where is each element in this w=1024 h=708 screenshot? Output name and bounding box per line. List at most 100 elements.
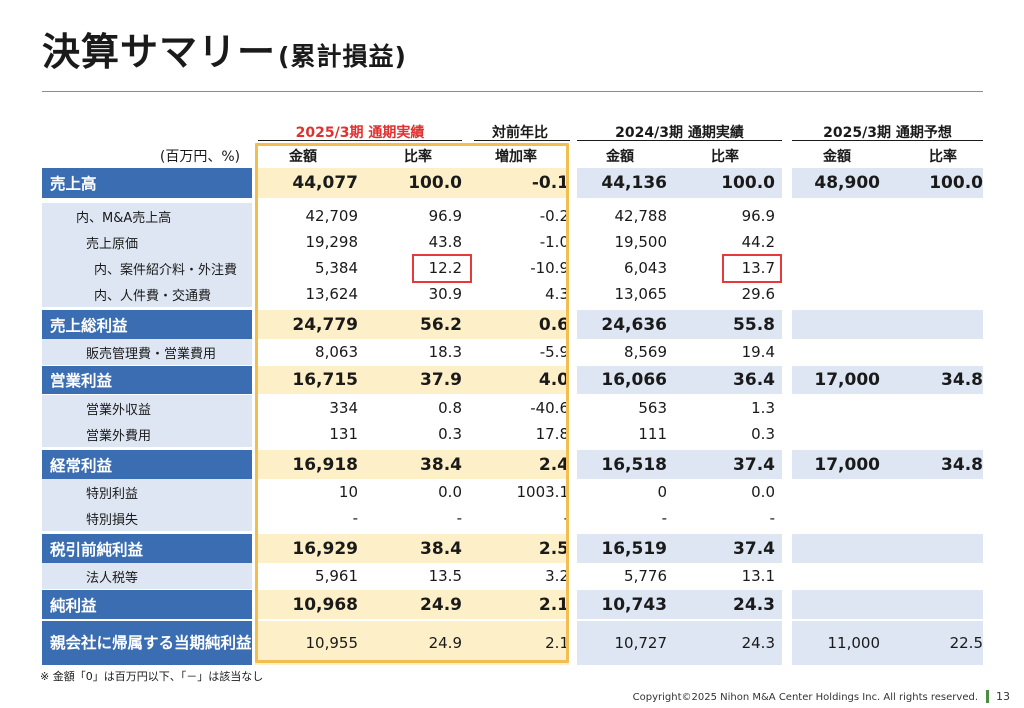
header-rule-1	[258, 140, 462, 141]
table-cell: 4.0	[538, 370, 569, 390]
table-cell: 4.3	[545, 285, 569, 303]
table-cell: 19,298	[305, 233, 359, 251]
table-cell: -1.0	[539, 233, 569, 251]
row-label: 税引前純利益	[42, 534, 252, 563]
table-row: 内、案件紹介料・外注費 5,384 12.2 -10.9 6,043 13.7	[42, 255, 983, 281]
table-cell: 2.5	[538, 538, 569, 559]
row-label: 純利益	[42, 590, 252, 619]
header-fy2025-actual: 2025/3期 通期実績	[295, 125, 425, 141]
row-band	[792, 168, 983, 198]
table-cell: 16,518	[601, 454, 667, 475]
row-band	[577, 450, 782, 479]
table-row: 販売管理費・営業費用 8,063 18.3 -5.9 8,569 19.4	[42, 339, 983, 365]
table-cell: 0.8	[438, 399, 462, 417]
table-cell: 24.9	[420, 594, 462, 615]
table-cell	[792, 255, 880, 281]
row-label: 売上高	[42, 168, 252, 198]
row-band	[577, 621, 782, 665]
table-row: 内、M&A売上高 42,709 96.9 -0.2 42,788 96.9	[42, 203, 983, 229]
row-band	[577, 310, 782, 339]
header-rule-3	[792, 140, 983, 141]
table-cell	[792, 563, 880, 589]
table-row: 純利益 10,968 24.9 2.1 10,743 24.3	[42, 590, 983, 619]
table-cell	[792, 310, 880, 339]
title-main: 決算サマリー	[42, 30, 277, 74]
table-cell: 5,384	[315, 259, 358, 277]
table-cell: 55.8	[733, 314, 775, 335]
table-cell: 17,000	[814, 370, 880, 390]
table-cell: 30.9	[428, 285, 462, 303]
table-cell: 13,624	[305, 285, 359, 303]
row-label: 内、案件紹介料・外注費	[42, 255, 252, 281]
table-cell: 38.4	[420, 454, 462, 475]
table-cell: -	[456, 509, 462, 527]
table-cell: 0.3	[438, 425, 462, 443]
table-row: 売上高 44,077 100.0 -0.1 44,136 100.0 48,900 100.0	[42, 168, 983, 198]
table-row: 内、人件費・交通費 13,624 30.9 4.3 13,065 29.6	[42, 281, 983, 307]
table-cell: -5.9	[539, 343, 569, 361]
page-number: 13	[996, 690, 1010, 703]
table-row: 営業外費用 131 0.3 17.8 111 0.3	[42, 421, 983, 447]
table-cell: -10.9	[530, 259, 569, 277]
table-row: 親会社に帰属する当期純利益 10,955 24.9 2.1 10,727 24.3 11,0…	[42, 621, 983, 665]
row-label: 売上原価	[42, 229, 252, 255]
table-cell: -0.1	[531, 173, 569, 193]
table-cell: -40.6	[530, 399, 569, 417]
row-label: 特別利益	[42, 479, 252, 505]
table-cell: 24,779	[292, 314, 358, 335]
table-cell: 5,961	[315, 567, 358, 585]
table-row: 特別損失 - - - - -	[42, 505, 983, 531]
table-cell: 1.3	[751, 399, 775, 417]
table-cell: 96.9	[741, 207, 775, 225]
table-cell: 44.2	[741, 233, 775, 251]
table-cell: 96.9	[428, 207, 462, 225]
table-cell: 37.9	[420, 370, 462, 390]
table-cell: -	[769, 509, 775, 527]
table-cell: 17.8	[535, 425, 569, 443]
table-cell: 13.7	[741, 259, 775, 277]
row-band	[255, 168, 569, 198]
table-cell: 111	[638, 425, 667, 443]
row-band	[792, 366, 983, 394]
table-cell	[792, 203, 880, 229]
table-cell: 12.2	[428, 259, 462, 277]
table-cell	[880, 255, 983, 281]
row-band	[792, 450, 983, 479]
subheader-ratio-1: 比率	[404, 149, 432, 165]
table-cell: 38.4	[420, 538, 462, 559]
table-cell: 334	[329, 399, 358, 417]
table-cell	[880, 479, 983, 505]
table-cell: 13.1	[741, 567, 775, 585]
subheader-amount-1: 金額	[289, 149, 317, 165]
table-cell: 36.4	[733, 370, 775, 390]
row-label: 営業外収益	[42, 395, 252, 421]
table-cell: 2.1	[538, 594, 569, 615]
table-cell: 131	[329, 425, 358, 443]
table-cell: 44,077	[292, 173, 358, 193]
table-cell: 100.0	[408, 173, 462, 193]
row-band	[792, 590, 983, 619]
table-cell: 8,063	[315, 343, 358, 361]
row-label: 販売管理費・営業費用	[42, 339, 252, 365]
table-cell	[880, 281, 983, 307]
table-cell: 10	[338, 483, 358, 501]
table-cell: 2.4	[538, 454, 569, 475]
table-cell: -	[352, 509, 358, 527]
table-cell	[880, 229, 983, 255]
subheader-ratio-3: 比率	[929, 149, 957, 165]
table-cell: 34.8	[941, 370, 983, 390]
footnote: ※ 金額「0」は百万円以下、「－」は該当なし	[40, 670, 264, 683]
row-label: 売上総利益	[42, 310, 252, 339]
table-cell	[792, 534, 880, 563]
row-band	[577, 534, 782, 563]
title-subtitle: (累計損益)	[278, 42, 407, 71]
table-cell	[880, 395, 983, 421]
table-row: 法人税等 5,961 13.5 3.2 5,776 13.1	[42, 563, 983, 589]
table-cell: 10,968	[292, 594, 358, 615]
row-label: 営業外費用	[42, 421, 252, 447]
table-cell: 22.5	[949, 634, 983, 652]
row-band	[255, 534, 569, 563]
table-cell: 100.0	[929, 173, 983, 193]
table-row: 税引前純利益 16,929 38.4 2.5 16,519 37.4	[42, 534, 983, 563]
table-cell: 13,065	[614, 285, 668, 303]
